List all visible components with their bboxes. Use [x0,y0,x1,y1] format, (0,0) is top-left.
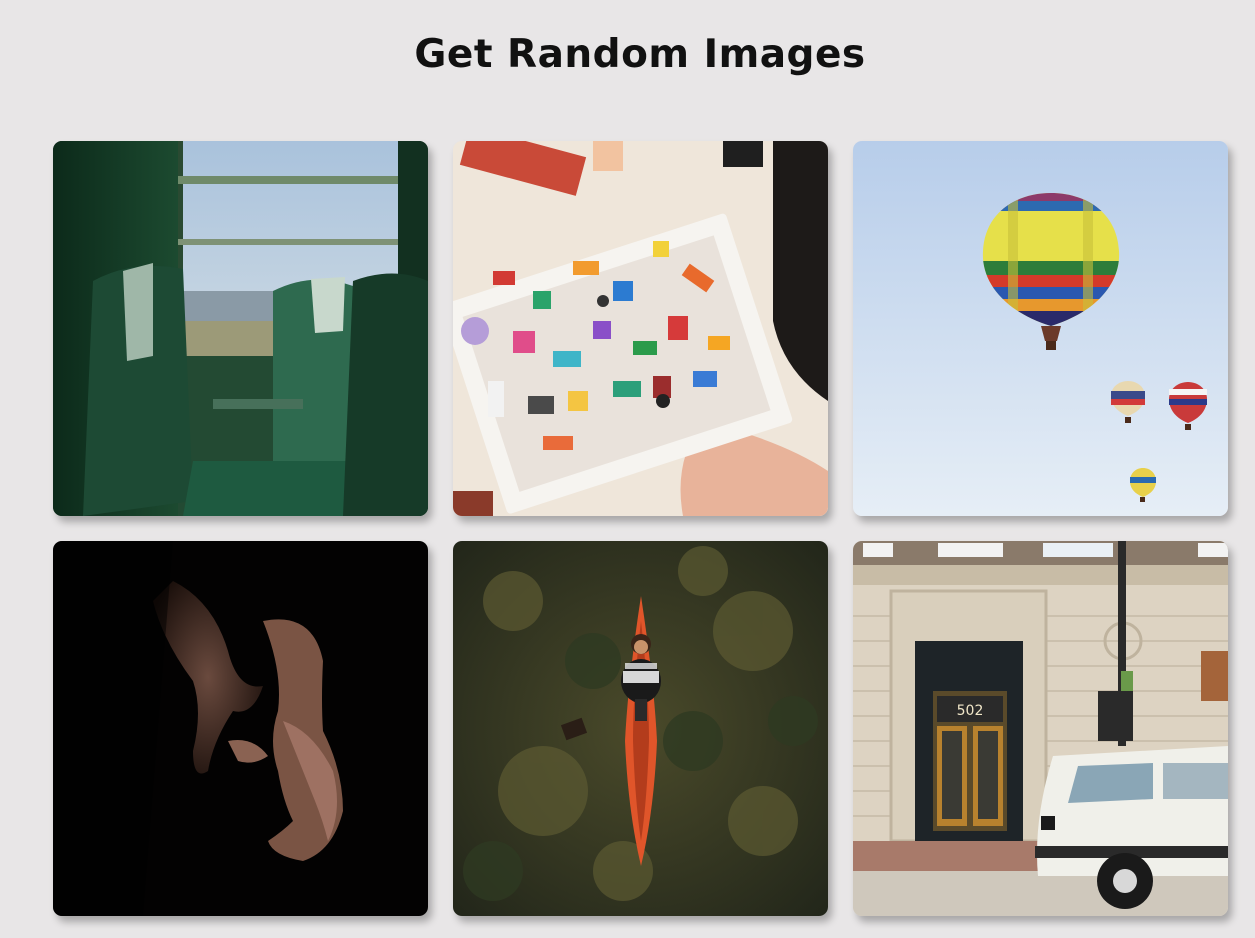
building-number: 502 [957,703,984,719]
image-card-kayak-on-grass[interactable] [453,541,828,916]
train-seats-image [53,141,428,516]
image-card-hands-in-dark[interactable] [53,541,428,916]
image-card-train-seats[interactable] [53,141,428,516]
image-card-lego-box[interactable] [453,141,828,516]
image-card-building-with-van[interactable]: 502 [853,541,1228,916]
image-card-hot-air-balloons[interactable] [853,141,1228,516]
page-title: Get Random Images [414,32,866,77]
hot-air-balloons-image [853,141,1228,516]
building-with-van-image: 502 [853,541,1228,916]
kayak-on-grass-image [453,541,828,916]
hands-in-dark-image [53,541,428,916]
lego-box-image [453,141,828,516]
